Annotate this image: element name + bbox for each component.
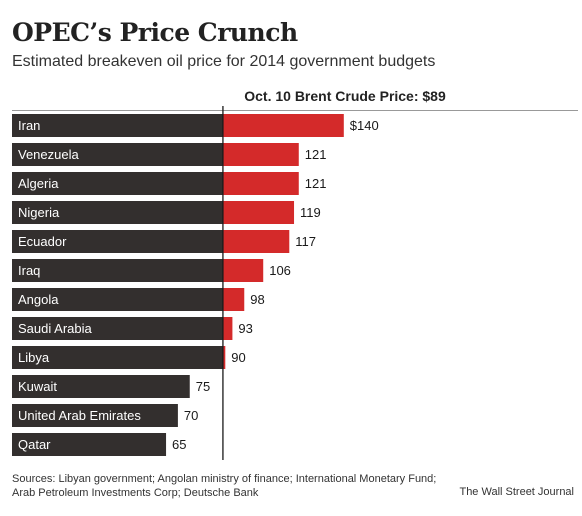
- reference-label: Oct. 10 Brent Crude Price: $89: [244, 88, 446, 104]
- bar-excess-algeria: [222, 172, 299, 195]
- chart-title: OPEC’s Price Crunch: [12, 18, 298, 47]
- category-label: Iraq: [18, 263, 40, 278]
- value-label: 117: [295, 234, 316, 249]
- bar-nigeria: [12, 201, 223, 224]
- bar-ecuador: [12, 230, 223, 253]
- bar-excess-iran: [222, 114, 344, 137]
- bar-iran: [12, 114, 223, 137]
- category-label: Ecuador: [18, 234, 67, 249]
- category-label: Venezuela: [18, 147, 79, 162]
- credit-label: The Wall Street Journal: [459, 486, 574, 498]
- sources-note: Sources: Libyan government; Angolan mini…: [12, 473, 437, 499]
- category-label: Algeria: [18, 176, 59, 191]
- category-label: Nigeria: [18, 205, 60, 220]
- bar-algeria: [12, 172, 223, 195]
- bar-excess-ecuador: [222, 230, 290, 253]
- value-label: $140: [350, 118, 379, 133]
- bar-angola: [12, 288, 223, 311]
- value-label: 106: [269, 263, 291, 278]
- category-label: Qatar: [18, 437, 51, 452]
- category-label: Iran: [18, 118, 40, 133]
- category-label: Saudi Arabia: [18, 321, 92, 336]
- bar-iraq: [12, 259, 223, 282]
- bar-excess-nigeria: [222, 201, 295, 224]
- bar-venezuela: [12, 143, 223, 166]
- bar-excess-libya: [222, 346, 226, 369]
- header-rule: [12, 110, 578, 111]
- value-label: 93: [238, 321, 252, 336]
- value-label: 121: [305, 176, 327, 191]
- bar-excess-angola: [222, 288, 245, 311]
- bar-excess-saudi-arabia: [222, 317, 233, 340]
- value-label: 121: [305, 147, 327, 162]
- value-label: 98: [250, 292, 264, 307]
- value-label: 70: [184, 408, 198, 423]
- category-label: United Arab Emirates: [18, 408, 141, 423]
- bar-libya: [12, 346, 223, 369]
- category-label: Kuwait: [18, 379, 57, 394]
- value-label: 65: [172, 437, 186, 452]
- bar-united-arab-emirates: [12, 404, 178, 427]
- bar-kuwait: [12, 375, 190, 398]
- value-label: 75: [196, 379, 210, 394]
- value-label: 119: [300, 205, 321, 220]
- chart-subtitle: Estimated breakeven oil price for 2014 g…: [12, 53, 436, 70]
- category-label: Angola: [18, 292, 59, 307]
- bar-chart: Iran $140 Venezuela 121 Algeria 121 Nigeria 119…: [12, 106, 379, 460]
- category-label: Libya: [18, 350, 50, 365]
- bar-saudi-arabia: [12, 317, 223, 340]
- bar-excess-venezuela: [222, 143, 299, 166]
- value-label: 90: [231, 350, 245, 365]
- bar-excess-iraq: [222, 259, 264, 282]
- bar-qatar: [12, 433, 167, 456]
